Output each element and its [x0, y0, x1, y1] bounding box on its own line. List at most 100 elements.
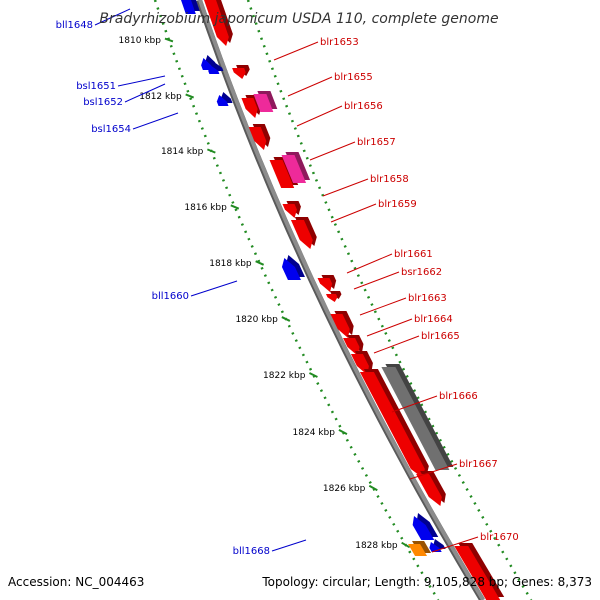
gene-label-blr1665: blr1665 [421, 331, 460, 342]
outer-dotted-track [246, 0, 533, 600]
gene-body [204, 0, 229, 46]
gene-bsr1662 [317, 275, 337, 292]
leader-line [353, 271, 400, 290]
feature-gray-blr1666 [381, 364, 454, 470]
leader-line [271, 539, 307, 552]
gene-small-1663 [325, 291, 342, 302]
gene-label-bll1668: bll1668 [233, 546, 270, 557]
leader-line [273, 41, 319, 61]
gene-body [281, 258, 301, 280]
gene-body [181, 0, 196, 14]
gene-bll1660 [281, 255, 305, 280]
topology-text: Topology: circular; Length: 9,105,828 bp… [261, 575, 592, 589]
gene-body [325, 294, 338, 302]
gene-blr1667 [416, 471, 446, 506]
tick-mark [185, 93, 195, 99]
tick-label: 1816 kbp [184, 203, 227, 213]
gene-body [269, 160, 295, 188]
gene-body [290, 220, 313, 249]
leader-line [117, 75, 166, 87]
gene-blr1653 [204, 0, 233, 46]
leader-line [309, 141, 356, 161]
gene-blr1656 [253, 91, 278, 112]
gene-label-blr1667: blr1667 [459, 459, 498, 470]
gene-bsl1651 [201, 55, 217, 70]
gene-bll1668 [412, 513, 439, 540]
accession-text: Accession: NC_004463 [8, 575, 144, 589]
gene-body [253, 94, 274, 112]
leader-line [322, 178, 369, 197]
gene-body [248, 127, 267, 150]
tick-label: 1810 kbp [119, 36, 162, 46]
gene-label-bsl1652: bsl1652 [83, 97, 123, 108]
gene-label-blr1653: blr1653 [320, 37, 359, 48]
leader-line [94, 8, 131, 26]
gene-blr1659 [281, 152, 311, 183]
genome-title: Bradyrhizobium japonicum USDA 110, compl… [99, 11, 498, 27]
gene-label-blr1657: blr1657 [357, 137, 396, 148]
gene-body [201, 58, 213, 70]
gene-label-bll1660: bll1660 [152, 291, 189, 302]
gene-label-blr1666: blr1666 [439, 391, 478, 402]
gene-label-blr1659: blr1659 [378, 199, 417, 210]
gene-bsl1654 [216, 92, 233, 106]
tick-label: 1820 kbp [235, 315, 278, 325]
tick-mark [368, 484, 378, 492]
gene-label-blr1655: blr1655 [334, 72, 373, 83]
tick-label: 1822 kbp [263, 371, 306, 381]
leader-line [359, 297, 407, 316]
gene-label-blr1658: blr1658 [370, 174, 409, 185]
tick-mark [230, 204, 240, 210]
gene-body [241, 98, 258, 118]
gene-bll1648 [181, 0, 200, 14]
leader-line [366, 318, 413, 337]
gene-label-blr1663: blr1663 [408, 293, 447, 304]
tick-label: 1812 kbp [139, 92, 182, 102]
gene-body [381, 367, 450, 470]
leader-line [296, 105, 343, 127]
gene-label-bll1648: bll1648 [56, 20, 93, 31]
leader-line [330, 203, 377, 223]
leader-line [124, 83, 166, 103]
gene-body [412, 516, 435, 540]
tick-mark [401, 541, 411, 549]
gene-label-bsr1662: bsr1662 [401, 267, 442, 278]
gene-blr1661 [290, 217, 317, 249]
gene-label-bsl1654: bsl1654 [91, 124, 131, 135]
leader-line [391, 395, 438, 413]
gene-small-1660r [282, 201, 301, 218]
gene-body [454, 546, 501, 600]
gene-body [359, 372, 425, 478]
backbone-line [198, 0, 485, 600]
tick-label: 1824 kbp [293, 428, 336, 438]
gene-body [408, 544, 428, 556]
leader-line [409, 463, 458, 480]
leader-line [287, 76, 333, 97]
gene-body [232, 68, 246, 79]
gene-body [330, 314, 350, 338]
gene-blr1670 [454, 543, 505, 600]
leader-line [373, 335, 420, 354]
tick-label: 1818 kbp [209, 259, 252, 269]
features-layer [181, 0, 505, 600]
gene-small-forward [232, 65, 250, 79]
gene-bsl1652 [208, 63, 224, 74]
tick-mark [255, 260, 265, 266]
gene-label-blr1656: blr1656 [344, 101, 383, 112]
tick-mark [206, 148, 216, 154]
gene-body [208, 66, 220, 74]
tick-label: 1814 kbp [161, 147, 204, 157]
tick-mark [338, 428, 348, 436]
gene-body [216, 95, 229, 106]
tick-label: 1826 kbp [323, 484, 366, 494]
gene-label-bsl1651: bsl1651 [76, 81, 116, 92]
gene-label-blr1670: blr1670 [480, 532, 519, 543]
gene-blr1663 [330, 311, 354, 338]
gene-body [282, 204, 297, 218]
gene-blr1666 [359, 369, 429, 478]
tick-mark [281, 316, 291, 322]
gene-label-blr1664: blr1664 [414, 314, 453, 325]
tick-mark [308, 372, 318, 378]
leader-line [132, 112, 179, 130]
feature-orange [408, 541, 432, 556]
